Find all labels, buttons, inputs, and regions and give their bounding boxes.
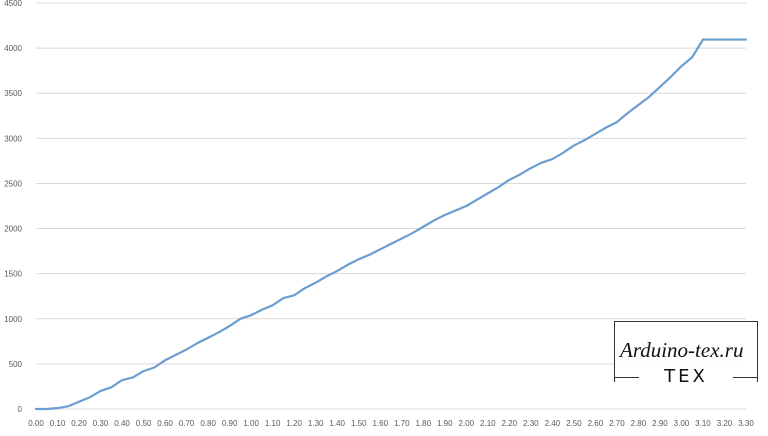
y-tick-label: 2000 — [4, 225, 22, 234]
watermark-logo-row: TEX — [615, 366, 757, 387]
x-tick-label: 3.10 — [695, 419, 711, 428]
x-tick-label: 2.40 — [545, 419, 561, 428]
x-tick-label: 2.60 — [588, 419, 604, 428]
y-tick-label: 500 — [9, 360, 23, 369]
x-tick-label: 0.40 — [114, 419, 130, 428]
y-tick-label: 1500 — [4, 270, 22, 279]
x-tick-label: 2.50 — [566, 419, 582, 428]
x-tick-label: 2.20 — [502, 419, 518, 428]
y-tick-label: 1000 — [4, 315, 22, 324]
x-tick-label: 0.50 — [136, 419, 152, 428]
x-tick-label: 2.10 — [480, 419, 496, 428]
y-tick-label: 4000 — [4, 44, 22, 53]
x-tick-label: 2.80 — [631, 419, 647, 428]
x-tick-label: 2.70 — [609, 419, 625, 428]
x-tick-label: 0.30 — [93, 419, 109, 428]
x-tick-label: 1.90 — [437, 419, 453, 428]
x-tick-label: 0.00 — [28, 419, 44, 428]
watermark-rule-left — [615, 377, 639, 378]
data-series-line — [34, 38, 748, 411]
x-tick-label: 1.70 — [394, 419, 410, 428]
x-tick-label: 1.00 — [243, 419, 259, 428]
x-tick-label: 0.20 — [71, 419, 87, 428]
x-tick-label: 0.60 — [157, 419, 173, 428]
watermark-rule-right — [733, 377, 757, 378]
x-tick-label: 1.10 — [265, 419, 281, 428]
watermark-box: Arduino-tex.ru TEX — [614, 321, 758, 387]
y-axis-ticks: 0 500 1000 1500 2000 2500 3000 3500 4000 4500 — [4, 0, 22, 414]
x-tick-label: 0.70 — [179, 419, 195, 428]
x-tick-label: 2.30 — [523, 419, 539, 428]
x-tick-label: 1.50 — [351, 419, 367, 428]
x-tick-label: 1.30 — [308, 419, 324, 428]
x-tick-label: 1.60 — [372, 419, 388, 428]
y-tick-label: 3500 — [4, 89, 22, 98]
x-tick-label: 3.30 — [738, 419, 754, 428]
x-axis-ticks: 0.00 0.10 0.20 0.30 0.40 0.50 0.60 0.70 0.80 0.90… — [28, 419, 754, 428]
x-tick-label: 2.00 — [459, 419, 475, 428]
x-tick-label: 1.20 — [286, 419, 302, 428]
x-tick-label: 0.80 — [200, 419, 216, 428]
x-tick-label: 0.90 — [222, 419, 238, 428]
gridlines — [36, 2, 746, 410]
watermark-site-text: Arduino-tex.ru — [620, 338, 744, 362]
x-tick-label: 1.40 — [329, 419, 345, 428]
y-tick-label: 0 — [18, 405, 23, 414]
x-tick-label: 1.80 — [415, 419, 431, 428]
x-tick-label: 0.10 — [50, 419, 66, 428]
y-tick-label: 4500 — [4, 0, 22, 8]
watermark-logo-text: TEX — [664, 366, 708, 387]
x-tick-label: 3.20 — [717, 419, 733, 428]
y-tick-label: 2500 — [4, 179, 22, 188]
x-tick-label: 3.00 — [674, 419, 690, 428]
x-tick-label: 2.90 — [652, 419, 668, 428]
y-tick-label: 3000 — [4, 134, 22, 143]
